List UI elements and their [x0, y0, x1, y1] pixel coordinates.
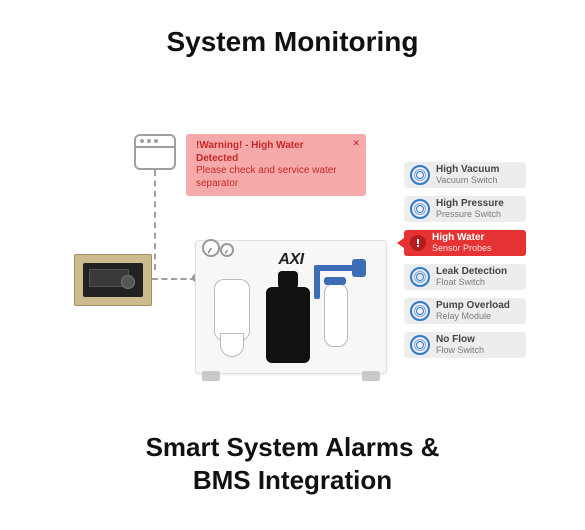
signal-icon: [410, 267, 430, 287]
filter-housing: [214, 279, 250, 341]
signal-icon: [410, 199, 430, 219]
status-pill-no-flow[interactable]: No FlowFlow Switch: [404, 332, 526, 358]
alert-window: [134, 134, 176, 170]
status-pill-high-vacuum[interactable]: High VacuumVacuum Switch: [404, 162, 526, 188]
status-pill-pump-overload[interactable]: Pump OverloadRelay Module: [404, 298, 526, 324]
status-title: High Pressure: [436, 199, 504, 210]
filter-cap-icon: [324, 277, 346, 285]
subtitle-line2: BMS Integration: [0, 464, 585, 497]
controller-panel: [74, 254, 152, 306]
controller-screen: [83, 263, 143, 297]
unit-foot: [362, 371, 380, 381]
status-pill-high-pressure[interactable]: High PressurePressure Switch: [404, 196, 526, 222]
filter-bowl: [220, 333, 244, 357]
unit-foot: [202, 371, 220, 381]
window-titlebar: [136, 136, 174, 148]
close-icon[interactable]: ✕: [352, 138, 360, 149]
status-title: No Flow: [436, 335, 484, 346]
signal-icon: [410, 335, 430, 355]
status-pill-leak-detection[interactable]: Leak DetectionFloat Switch: [404, 264, 526, 290]
controller-knob: [121, 275, 135, 289]
active-pointer-icon: [397, 238, 404, 248]
alert-body: Please check and service water separator: [196, 165, 348, 190]
status-pill-high-water[interactable]: High WaterSensor Probes: [404, 230, 526, 256]
secondary-filter: [324, 283, 348, 347]
machine-unit: AXI: [195, 240, 387, 374]
alert-title: !Warning! - High Water Detected: [196, 140, 348, 165]
status-subtitle: Pressure Switch: [436, 210, 504, 219]
valve-icon: [352, 259, 366, 277]
subtitle-line1: Smart System Alarms &: [0, 431, 585, 464]
alert-icon: [410, 235, 426, 251]
status-title: High Water: [432, 233, 492, 244]
signal-icon: [410, 165, 430, 185]
connector-vertical: [154, 170, 156, 270]
connector-horizontal: [152, 278, 196, 280]
machine-brand: AXI: [278, 251, 303, 269]
status-title: Leak Detection: [436, 267, 507, 278]
alert-banner: !Warning! - High Water Detected Please c…: [186, 134, 366, 196]
pump-motor: [266, 287, 310, 363]
status-subtitle: Float Switch: [436, 278, 507, 287]
page-subtitle: Smart System Alarms & BMS Integration: [0, 431, 585, 496]
signal-icon: [410, 301, 430, 321]
status-subtitle: Vacuum Switch: [436, 176, 499, 185]
status-subtitle: Sensor Probes: [432, 244, 492, 253]
status-subtitle: Relay Module: [436, 312, 510, 321]
gauge-icon: [202, 239, 220, 257]
status-title: Pump Overload: [436, 301, 510, 312]
page-title: System Monitoring: [0, 26, 585, 58]
gauge-icon: [220, 243, 234, 257]
status-subtitle: Flow Switch: [436, 346, 484, 355]
status-title: High Vacuum: [436, 165, 499, 176]
pipe: [314, 265, 356, 271]
pump-head: [278, 271, 298, 289]
